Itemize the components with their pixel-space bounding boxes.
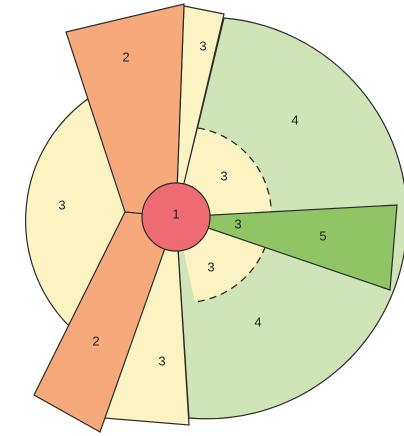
label-wedge-top-left: 2 [122, 49, 129, 64]
zone-1-center-circle [141, 182, 211, 252]
label-inner-upper: 3 [220, 168, 227, 183]
label-inner-middle: 3 [234, 216, 241, 231]
label-bottom-wedge: 3 [158, 353, 165, 368]
label-outer-lower-right: 4 [254, 314, 261, 329]
label-left-lobe: 3 [58, 197, 65, 212]
zone-5-right-wedge [175, 204, 398, 291]
label-wedge-bottom-left: 2 [92, 333, 99, 348]
label-inner-lower: 3 [207, 259, 214, 274]
label-right-wedge: 5 [319, 228, 326, 243]
label-center: 1 [172, 206, 179, 221]
label-outer-upper-right: 4 [291, 112, 298, 127]
zone-3-left-lobe [25, 95, 177, 326]
label-wedge-top-narrow: 3 [199, 38, 206, 53]
